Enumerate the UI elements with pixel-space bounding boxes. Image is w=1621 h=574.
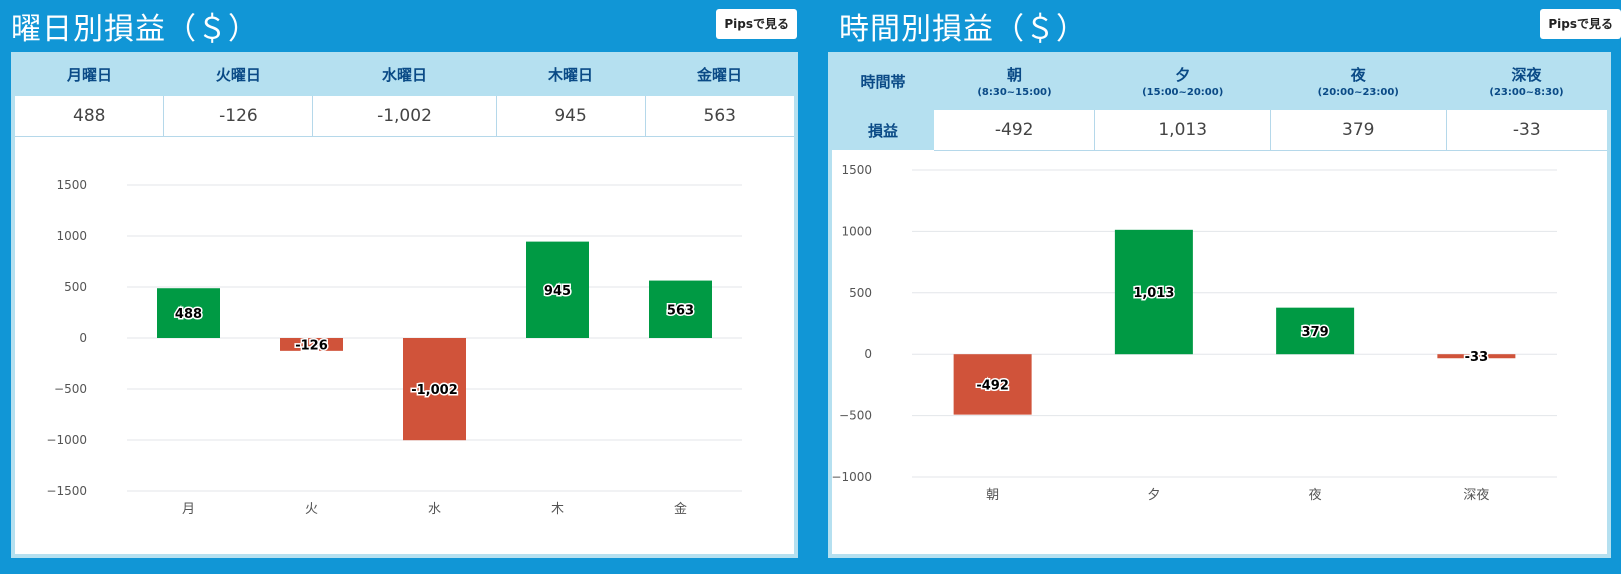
day-value-thu: 945: [496, 96, 646, 137]
x-tick-label: 深夜: [1463, 488, 1489, 503]
time-panel-title: 時間別損益（＄）: [839, 12, 1087, 47]
time-value-evening: 1,013: [1094, 110, 1271, 151]
y-tick-label: 1000: [56, 229, 87, 243]
time-header-latenight: 深夜 (23:00~8:30): [1446, 52, 1607, 110]
time-header-evening: 夕 (15:00~20:00): [1094, 52, 1271, 110]
y-tick-label: 0: [79, 331, 87, 345]
data-label: 488: [175, 307, 202, 322]
time-panel-body: 時間帯 朝 (8:30~15:00) 夕 (15:00~20:00) 夜 (20:00…: [828, 52, 1611, 558]
data-label: -33: [1465, 350, 1489, 365]
day-panel-body: 月曜日 火曜日 水曜日 木曜日 金曜日 488 -126 -1,002 945 …: [11, 52, 798, 558]
bar: [1276, 307, 1355, 355]
time-header-morning: 朝 (8:30~15:00): [934, 52, 1095, 110]
data-label: 563: [667, 303, 694, 318]
time-header-range: (8:30~15:00): [977, 87, 1052, 98]
day-chart: 1500 1000 500 0 −500 −1000 −1500 488 月 -126 火 -1,00…: [46, 178, 742, 517]
y-tick-label: 500: [849, 286, 872, 300]
time-header-name: 深夜: [1511, 66, 1542, 84]
time-header-range: (15:00~20:00): [1142, 87, 1224, 98]
time-header-night: 夜 (20:00~23:00): [1270, 52, 1447, 110]
y-tick-label: −1000: [832, 470, 872, 484]
bar: [649, 280, 712, 338]
day-value-mon: 488: [15, 96, 165, 137]
x-tick-label: 火: [305, 502, 318, 517]
y-tick-label: 1000: [841, 224, 872, 238]
day-header-fri: 金曜日: [645, 52, 794, 96]
time-row-label: 損益: [832, 110, 934, 150]
x-tick-label: 水: [428, 502, 441, 517]
x-tick-label: 夜: [1309, 488, 1322, 503]
x-tick-label: 朝: [986, 488, 999, 503]
y-tick-label: 1500: [841, 163, 872, 177]
y-tick-label: 1500: [56, 178, 87, 192]
y-tick-label: −1000: [46, 433, 87, 447]
y-tick-label: −500: [54, 382, 87, 396]
data-label: -492: [976, 378, 1009, 393]
y-tick-label: 500: [64, 280, 87, 294]
x-tick-label: 木: [551, 502, 564, 517]
x-tick-label: 金: [674, 501, 687, 517]
day-header-mon: 月曜日: [15, 52, 164, 96]
y-tick-label: −1500: [46, 484, 87, 498]
day-header-thu: 木曜日: [496, 52, 646, 96]
time-header-range: (20:00~23:00): [1317, 87, 1399, 98]
x-tick-label: 夕: [1147, 488, 1160, 503]
time-header-name: 夕: [1175, 66, 1191, 84]
time-value-morning: -492: [934, 110, 1096, 151]
x-tick-label: 月: [182, 502, 195, 517]
bar: [953, 354, 1032, 415]
data-label: 1,013: [1133, 286, 1174, 301]
day-value-tue: -126: [163, 96, 314, 137]
time-value-latenight: -33: [1446, 110, 1607, 151]
bar: [526, 241, 589, 338]
y-tick-label: 0: [864, 347, 872, 361]
bar: [280, 338, 343, 351]
bar: [157, 288, 220, 338]
day-value-fri: 563: [645, 96, 794, 137]
bar: [403, 338, 466, 441]
data-label: -126: [295, 338, 328, 353]
day-header-tue: 火曜日: [163, 52, 313, 96]
data-label: 945: [544, 284, 571, 299]
pips-button-time[interactable]: Pipsで見る: [1540, 9, 1621, 39]
data-label: -1,002: [411, 383, 458, 398]
data-label: 379: [1302, 325, 1329, 340]
time-header-name: 夜: [1350, 66, 1366, 84]
time-header-name: 朝: [1006, 66, 1022, 84]
day-value-wed: -1,002: [312, 96, 497, 137]
time-table: 時間帯 朝 (8:30~15:00) 夕 (15:00~20:00) 夜 (20:00…: [832, 52, 1607, 151]
time-header-range: (23:00~8:30): [1489, 87, 1564, 98]
day-panel-title: 曜日別損益（＄）: [11, 12, 259, 47]
bar: [1437, 354, 1516, 359]
day-header-wed: 水曜日: [312, 52, 497, 96]
time-header-label: 時間帯: [832, 52, 934, 110]
pips-button-day[interactable]: Pipsで見る: [716, 9, 797, 39]
bar: [1114, 229, 1193, 355]
time-chart: 1500 1000 500 0 −500 −1000 -492 朝 1,013 夕 379 夜 -33 深…: [832, 163, 1557, 503]
time-value-night: 379: [1270, 110, 1447, 151]
day-table: 月曜日 火曜日 水曜日 木曜日 金曜日 488 -126 -1,002 945 …: [15, 52, 794, 137]
y-tick-label: −500: [839, 409, 872, 423]
